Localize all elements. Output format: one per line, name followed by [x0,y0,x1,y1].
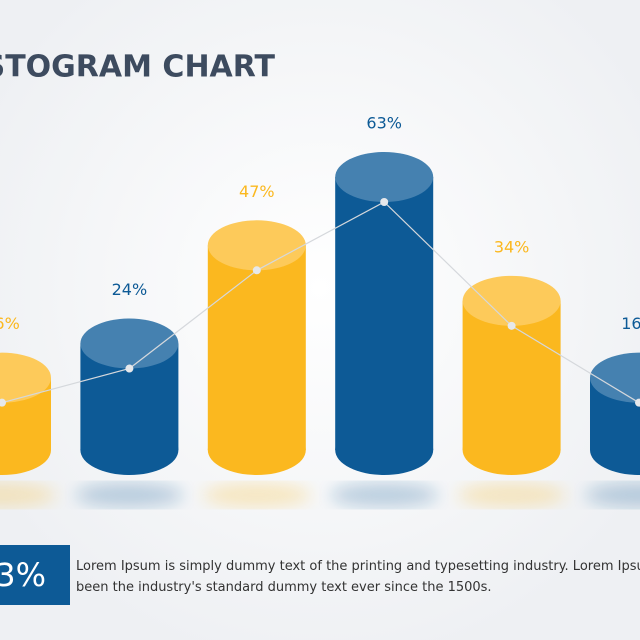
trend-dot [380,197,389,206]
value-label: 24% [112,280,148,299]
bar-top [80,318,179,369]
bar-shadow [202,483,311,507]
bar-top [462,275,561,326]
bar [335,151,434,475]
bar-shadow [457,483,566,507]
bar [0,352,51,475]
bar-shadow [330,483,439,507]
value-label: 63% [366,113,402,132]
trend-dot [507,321,516,330]
bar-top [207,220,306,271]
trend-dot [252,266,261,275]
bar-body [335,176,434,451]
chart-title: HISTOGRAM CHART [0,50,276,85]
bar [462,275,561,475]
bar-shadow [0,483,56,507]
bar-top [335,151,434,202]
bar [80,318,179,475]
bar-shadow [75,483,184,507]
bar [207,220,306,475]
bar-top [0,352,51,403]
bar [590,352,640,475]
bar-shadow [585,483,640,507]
highlight-box [0,545,70,605]
trend-dot [125,364,134,373]
trend-line [1,201,640,404]
value-label: 16% [621,314,640,333]
bar-top [590,352,640,403]
trend-dot [635,398,640,407]
bar-body [207,245,306,450]
value-label: 16% [0,314,20,333]
body-text: Lorem Ipsum is simply dummy text of the … [76,559,640,595]
trend-dot [0,398,6,407]
value-label: 34% [494,237,530,256]
highlight-value: 63% [0,556,46,594]
value-label: 47% [239,182,275,201]
